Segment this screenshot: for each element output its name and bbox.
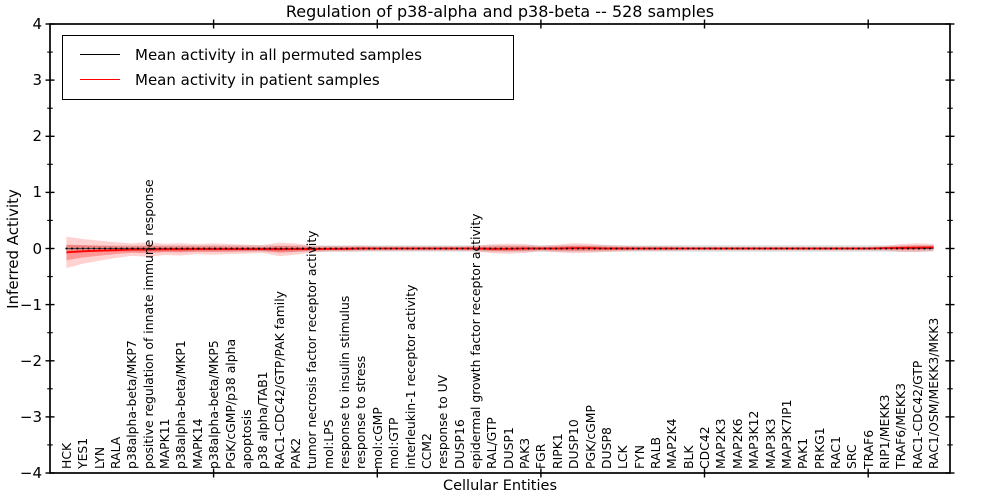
x-tick-label: RIP1/MEKK3 xyxy=(877,394,892,469)
permuted-line-swatch xyxy=(80,54,120,55)
x-tick-label: MAP2K6 xyxy=(729,418,745,469)
x-tick-label: RALA xyxy=(108,436,123,469)
x-tick-label: PRKG1 xyxy=(811,427,827,469)
x-tick-label: p38alpha-beta/MKP1 xyxy=(173,340,189,469)
x-tick-label: DUSP10 xyxy=(566,419,582,469)
x-tick-label: FGR xyxy=(533,443,549,469)
x-tick-label: mol:cGMP xyxy=(369,407,385,469)
x-tick-label: SRC xyxy=(844,444,860,469)
x-tick-label: RAC1-CDC42/GTP/PAK family xyxy=(271,291,287,469)
x-tick-label: TRAF6/MEKK3 xyxy=(893,383,909,469)
x-tick-label: MAP2K4 xyxy=(664,418,680,469)
x-tick-label: RAC1/OSM/MEKK3/MKK3 xyxy=(926,317,942,469)
y-tick-label: −1 xyxy=(19,295,42,314)
y-tick-label: 4 xyxy=(32,15,42,33)
legend-item-permuted: Mean activity in all permuted samples xyxy=(63,42,513,67)
x-tick-label: CCM2 xyxy=(418,433,434,469)
x-tick-label: MAP2K3 xyxy=(713,418,729,469)
x-tick-label: response to UV xyxy=(435,374,451,469)
y-tick-label: 0 xyxy=(32,239,42,258)
x-tick-label: RAC1-CDC42/GTP xyxy=(909,360,925,469)
patient-line-swatch xyxy=(80,79,120,80)
x-tick-label: PAK3 xyxy=(517,437,532,469)
x-tick-label: p38alpha-beta/MKP7 xyxy=(124,340,140,469)
x-tick-label: response to insulin stimulus xyxy=(337,295,352,469)
x-tick-label: BLK xyxy=(680,445,696,469)
x-tick-label: p38alpha-beta/MKP5 xyxy=(206,340,222,469)
x-tick-label: YES1 xyxy=(75,437,91,469)
x-tick-label: CDC42 xyxy=(697,426,712,469)
x-tick-label: apoptosis xyxy=(238,409,254,469)
x-tick-label: RAL/GTP xyxy=(484,417,500,469)
x-tick-label: MAP3K12 xyxy=(746,410,762,469)
y-tick-label: −3 xyxy=(19,407,42,426)
x-tick-label: DUSP1 xyxy=(500,427,516,469)
x-tick-label: FYN xyxy=(631,445,647,469)
x-tick-label: PAK2 xyxy=(288,437,303,469)
x-tick-label: HCK xyxy=(58,442,74,469)
y-tick-label: 2 xyxy=(32,127,42,146)
legend-label-patient: Mean activity in patient samples xyxy=(135,70,380,89)
x-tick-label: MAP3K3 xyxy=(762,418,778,469)
legend: Mean activity in all permuted samples Me… xyxy=(62,35,514,100)
x-tick-label: interleukin-1 receptor activity xyxy=(402,284,418,469)
x-tick-label: TRAF6 xyxy=(860,429,876,469)
x-tick-label: RAC1 xyxy=(828,436,843,469)
y-tick-label: 3 xyxy=(32,71,42,90)
y-tick-label: 1 xyxy=(32,183,42,202)
x-tick-label: mol:LPS xyxy=(320,419,336,469)
x-tick-label: mol:GTP xyxy=(386,417,402,469)
x-tick-label: PAK1 xyxy=(795,437,811,469)
x-tick-label: LCK xyxy=(615,445,631,469)
legend-item-patient: Mean activity in patient samples xyxy=(63,67,513,92)
x-axis-title: Cellular Entities xyxy=(442,478,558,494)
y-tick-label: −2 xyxy=(19,351,42,370)
x-tick-label: tumor necrosis factor receptor activity xyxy=(304,230,320,469)
x-tick-label: RALB xyxy=(648,437,663,469)
x-tick-label: p38 alpha/TAB1 xyxy=(255,371,271,469)
x-tick-label: response to stress xyxy=(353,355,369,469)
x-tick-label: positive regulation of innate immune res… xyxy=(140,179,156,469)
x-tick-label: DUSP8 xyxy=(598,427,614,469)
x-tick-label: MAP3K7IP1 xyxy=(778,399,794,469)
x-tick-label: epidermal growth factor receptor activit… xyxy=(468,213,483,469)
x-tick-label: MAPK14 xyxy=(189,418,205,469)
legend-label-permuted: Mean activity in all permuted samples xyxy=(135,45,422,64)
x-tick-label: PGK/cGMP xyxy=(582,405,598,469)
x-tick-label: RIPK1 xyxy=(549,433,565,469)
y-tick-label: −4 xyxy=(19,464,42,482)
chart-title: Regulation of p38-alpha and p38-beta -- … xyxy=(285,2,715,21)
x-tick-label: MAPK11 xyxy=(157,418,172,469)
x-tick-label: DUSP16 xyxy=(451,419,467,469)
x-tick-label: LYN xyxy=(91,446,107,469)
x-tick-label: PGK/cGMP/p38 alpha xyxy=(222,338,238,469)
